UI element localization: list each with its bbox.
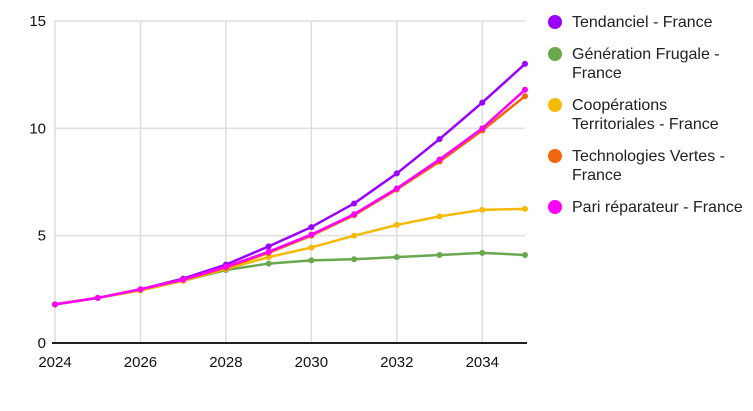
x-axis-tick-label: 2024 — [38, 354, 71, 371]
data-point-marker — [436, 136, 443, 143]
series-line — [53, 62, 527, 306]
chart-legend: Tendanciel - France Génération Frugale - … — [548, 13, 752, 230]
data-point-marker — [351, 256, 358, 263]
data-point-marker — [479, 206, 486, 213]
y-axis-tick-label: 15 — [29, 13, 46, 30]
data-point-marker — [393, 254, 400, 261]
legend-swatch-icon — [548, 98, 562, 112]
data-point-marker — [308, 257, 315, 264]
data-point-marker — [180, 276, 187, 283]
data-point-marker — [137, 286, 144, 293]
data-point-marker — [436, 251, 443, 258]
data-point-marker — [393, 185, 400, 192]
legend-item: Génération Frugale - France — [548, 45, 752, 83]
legend-swatch-icon — [548, 200, 562, 214]
data-point-marker — [522, 60, 528, 67]
data-point-marker — [222, 263, 229, 270]
data-point-marker — [479, 99, 486, 106]
legend-item: Technologies Vertes - France — [548, 147, 752, 185]
data-point-marker — [522, 86, 528, 93]
data-point-marker — [351, 200, 358, 207]
y-axis-tick-label: 10 — [29, 120, 46, 137]
legend-item: Coopérations Territoriales - France — [548, 96, 752, 134]
data-point-marker — [52, 301, 58, 308]
data-point-marker — [436, 156, 443, 163]
data-point-marker — [351, 232, 358, 239]
legend-swatch-icon — [548, 149, 562, 163]
x-axis-tick-label: 2028 — [209, 354, 242, 371]
data-point-marker — [479, 249, 486, 256]
series-line — [53, 251, 527, 306]
legend-label: Technologies Vertes - France — [572, 148, 725, 184]
data-point-marker — [308, 244, 315, 251]
data-point-marker — [265, 260, 272, 267]
data-point-marker — [436, 213, 443, 220]
data-point-marker — [479, 125, 486, 132]
data-point-marker — [94, 294, 101, 301]
y-axis-tick-label: 5 — [38, 228, 46, 245]
series-line — [53, 207, 527, 306]
data-point-marker — [308, 231, 315, 238]
legend-label: Pari réparateur - France — [572, 199, 743, 216]
legend-item: Pari réparateur - France — [548, 198, 752, 217]
data-point-marker — [265, 254, 272, 261]
x-axis-tick-label: 2026 — [124, 354, 157, 371]
data-point-marker — [351, 211, 358, 218]
legend-item: Tendanciel - France — [548, 13, 752, 32]
data-point-marker — [522, 251, 528, 258]
data-point-marker — [522, 205, 528, 212]
data-point-marker — [393, 170, 400, 177]
data-point-marker — [393, 221, 400, 228]
legend-swatch-icon — [548, 47, 562, 61]
legend-swatch-icon — [548, 15, 562, 29]
x-axis-tick-label: 2030 — [295, 354, 328, 371]
data-point-marker — [265, 243, 272, 250]
x-axis-tick-label: 2032 — [380, 354, 413, 371]
legend-label: Coopérations Territoriales - France — [572, 97, 719, 133]
data-point-marker — [265, 248, 272, 255]
legend-label: Génération Frugale - France — [572, 46, 720, 82]
y-axis-tick-label: 0 — [38, 335, 46, 352]
data-point-marker — [308, 224, 315, 231]
series-line — [53, 88, 527, 306]
data-point-marker — [522, 93, 528, 100]
x-axis-tick-label: 2034 — [466, 354, 499, 371]
legend-label: Tendanciel - France — [572, 14, 713, 31]
